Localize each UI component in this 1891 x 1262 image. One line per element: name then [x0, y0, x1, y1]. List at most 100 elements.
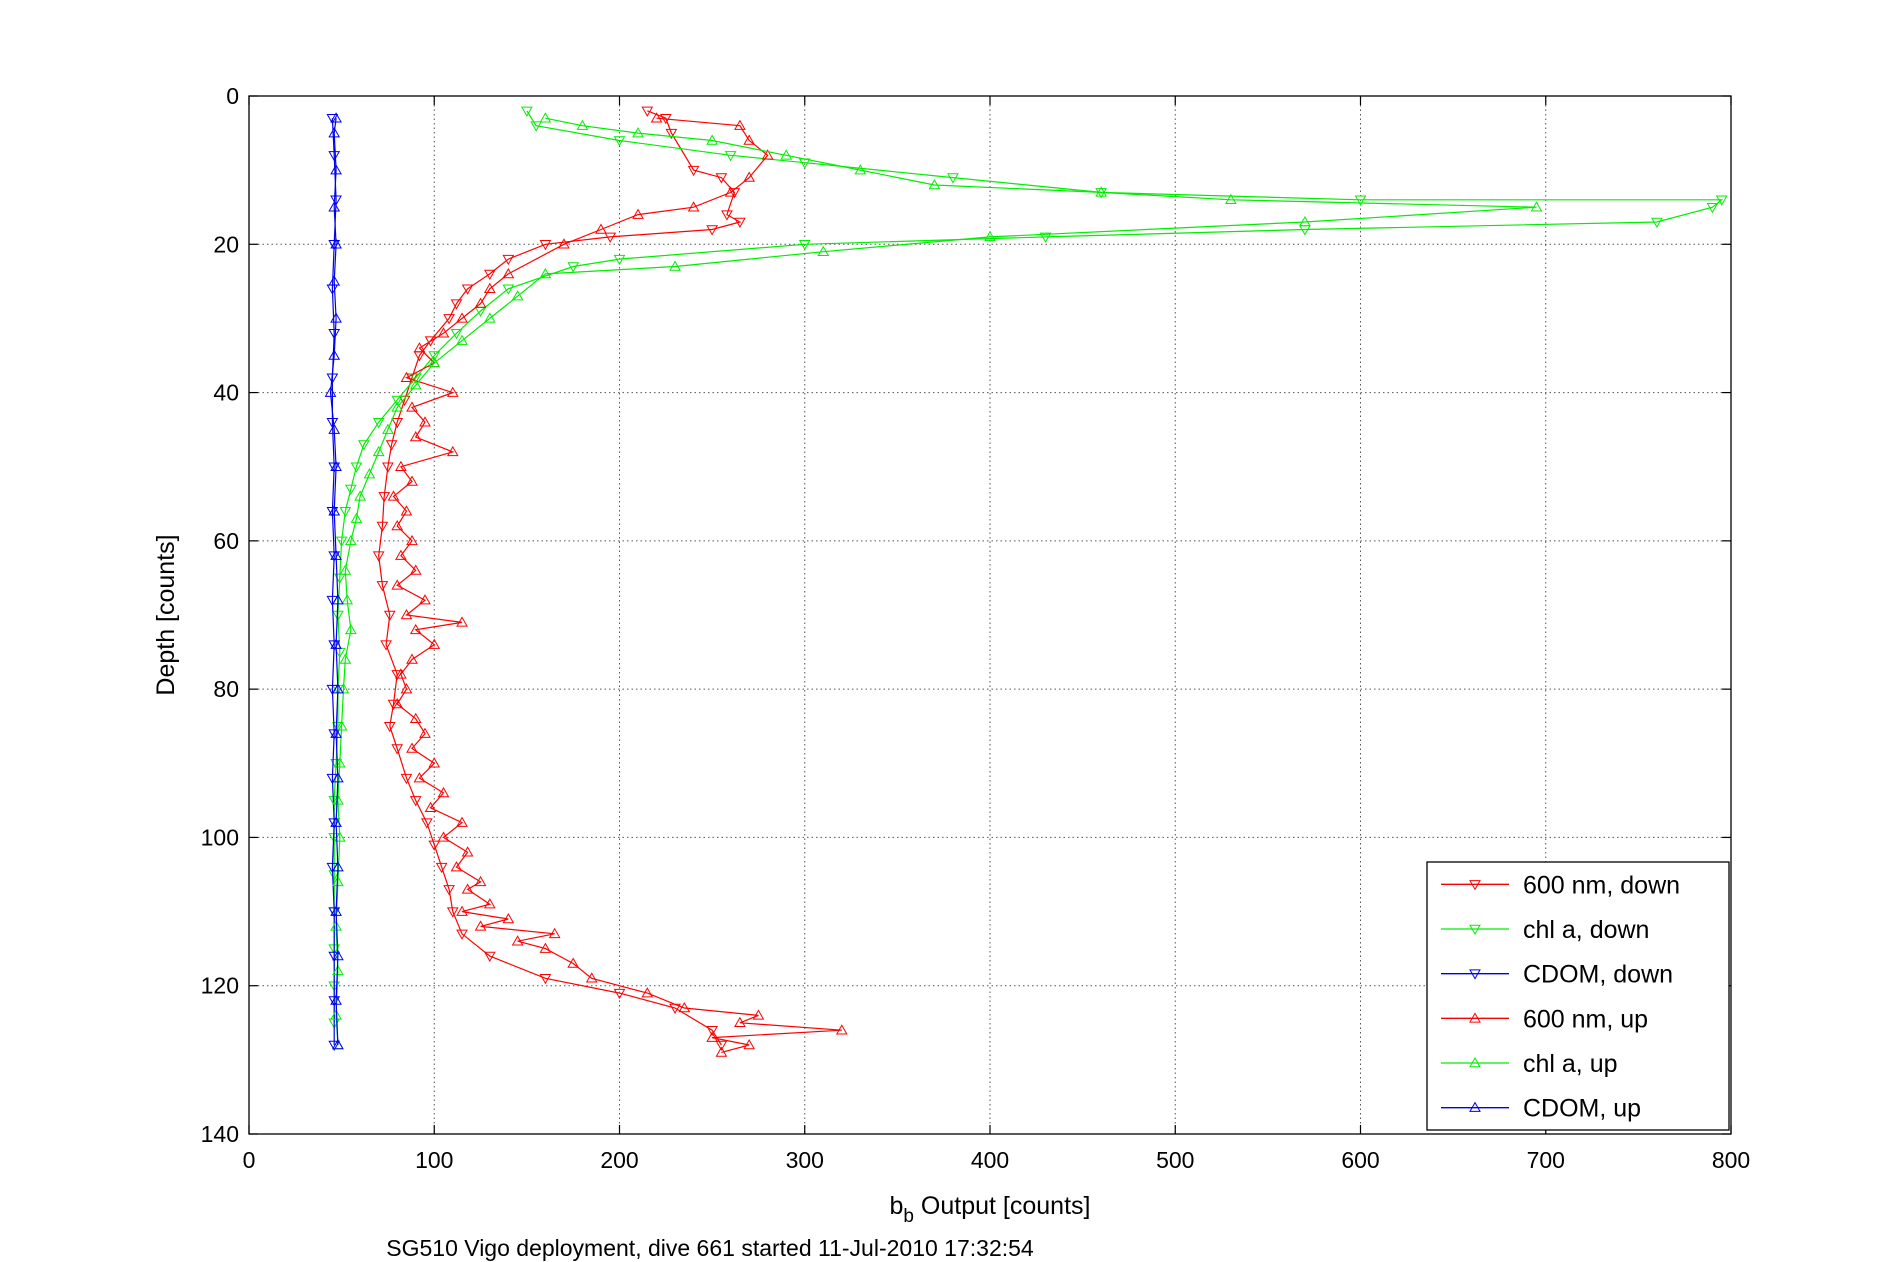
data-point — [437, 831, 450, 842]
series-layer — [324, 106, 1728, 1057]
data-point — [1651, 217, 1663, 229]
data-point — [530, 121, 542, 132]
data-point — [428, 638, 441, 649]
data-point — [332, 861, 344, 872]
data-point — [332, 875, 344, 887]
data-point — [798, 240, 811, 251]
data-point — [372, 445, 385, 457]
data-point — [706, 1025, 718, 1037]
data-point — [539, 240, 552, 251]
data-point — [419, 416, 431, 427]
data-point — [706, 1031, 718, 1042]
data-point — [406, 401, 418, 412]
legend-label: CDOM, down — [1523, 961, 1673, 989]
data-point — [734, 217, 746, 229]
data-point — [383, 721, 396, 733]
data-point — [328, 201, 341, 212]
data-point — [558, 238, 570, 249]
data-point — [1095, 186, 1108, 197]
data-point — [706, 225, 718, 236]
legend-item: 600 nm, down — [1441, 871, 1680, 899]
data-point — [385, 440, 398, 451]
data-point — [721, 210, 733, 221]
data-point — [456, 334, 468, 345]
data-point — [613, 254, 626, 266]
data-point — [332, 772, 344, 783]
data-point — [613, 988, 626, 1000]
grid-lines — [249, 96, 1731, 1134]
data-point — [409, 712, 422, 724]
data-point — [330, 460, 342, 471]
data-point — [328, 151, 341, 162]
data-point — [456, 929, 468, 940]
data-point — [328, 349, 341, 360]
legend-label: 600 nm, up — [1523, 1005, 1648, 1033]
data-point — [400, 683, 413, 694]
legend-marker — [1469, 1101, 1481, 1112]
data-point — [585, 972, 598, 983]
data-point — [328, 505, 341, 516]
series-line — [392, 117, 842, 1053]
data-point — [345, 484, 357, 495]
data-point — [391, 520, 404, 531]
data-point — [461, 883, 474, 894]
series-line — [378, 110, 742, 1046]
data-point — [409, 431, 422, 442]
chart-caption: SG510 Vigo deployment, dive 661 started … — [386, 1235, 1034, 1261]
data-point — [665, 128, 678, 140]
legend-label: chl a, up — [1523, 1050, 1618, 1078]
data-point — [339, 653, 352, 664]
data-point — [604, 232, 617, 243]
data-point — [734, 1016, 746, 1028]
data-point — [1039, 232, 1052, 243]
data-point — [332, 950, 344, 961]
data-point — [539, 942, 552, 953]
x-tick-label: 100 — [415, 1147, 453, 1173]
legend-item: chl a, up — [1441, 1050, 1618, 1078]
data-point — [400, 773, 413, 785]
data-point — [354, 490, 367, 501]
data-point — [1224, 193, 1237, 205]
data-point — [328, 423, 341, 434]
y-tick-label: 20 — [213, 231, 239, 257]
data-point — [502, 254, 515, 266]
data-point — [372, 551, 385, 562]
data-point — [330, 238, 342, 249]
data-point — [406, 534, 418, 546]
data-point — [341, 594, 354, 605]
data-point — [330, 905, 342, 916]
y-tick-label: 140 — [201, 1121, 239, 1147]
data-point — [391, 579, 404, 590]
data-point — [724, 151, 737, 162]
data-point — [502, 284, 515, 295]
data-point — [420, 818, 433, 829]
data-point — [330, 638, 342, 649]
data-point — [483, 898, 496, 909]
data-point — [406, 653, 418, 664]
data-point — [437, 786, 450, 798]
data-point — [330, 816, 342, 827]
data-point — [450, 299, 463, 310]
series-600-nm-down — [372, 106, 746, 1052]
x-tick-label: 300 — [786, 1147, 824, 1173]
data-point — [947, 173, 959, 184]
x-axis-label: bb Output [counts] — [890, 1192, 1091, 1227]
data-point — [687, 201, 700, 212]
data-point — [406, 475, 418, 486]
data-point — [409, 796, 422, 807]
data-point — [424, 336, 437, 347]
x-axis-label-rest: Output [counts] — [914, 1192, 1091, 1220]
data-point — [387, 490, 400, 501]
data-point — [326, 506, 339, 518]
y-tick-label: 80 — [213, 676, 239, 702]
data-point — [567, 262, 580, 273]
data-point — [715, 173, 728, 184]
data-point — [328, 1040, 341, 1052]
y-tick-label: 120 — [201, 973, 239, 999]
data-point — [443, 885, 455, 896]
legend-marker — [1469, 969, 1481, 980]
data-point — [406, 742, 418, 753]
data-point — [595, 223, 607, 234]
data-point — [743, 171, 756, 182]
data-point — [511, 290, 524, 301]
